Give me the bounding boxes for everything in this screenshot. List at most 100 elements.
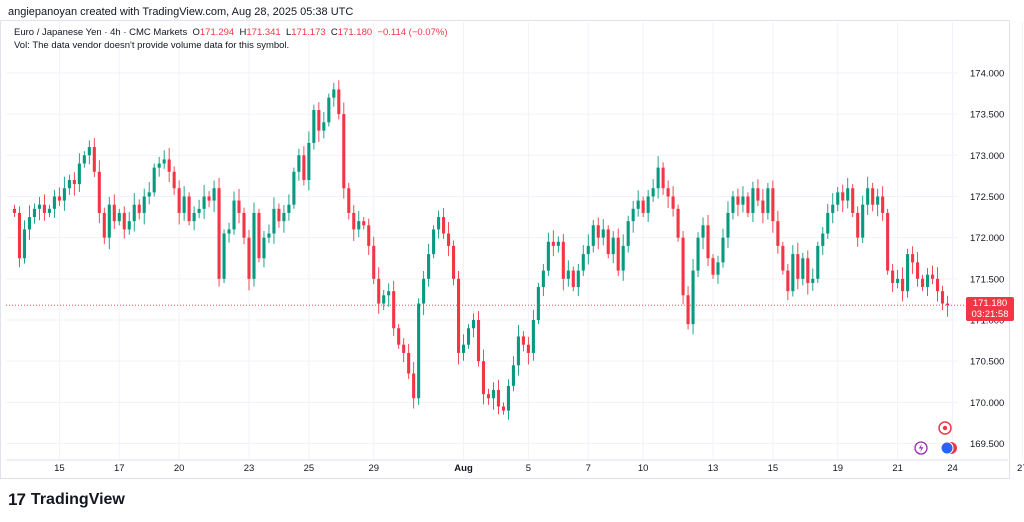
candle-body [496,390,501,407]
candle-body [935,278,940,292]
candle [646,189,650,222]
candle [222,229,226,283]
candle [177,180,181,225]
candle-body [162,159,166,164]
candle [611,231,615,264]
candle [22,220,27,264]
candle-body [137,204,141,213]
price-axis: 169.500170.000170.500171.000171.500172.0… [970,68,1004,450]
candle [536,282,540,325]
candle [466,324,471,349]
high-label: H [239,27,247,38]
candle-body [32,208,36,218]
candle-body [626,221,630,246]
candle [681,231,685,305]
candle-body [666,188,670,197]
price-tick-label: 172.500 [970,192,1004,203]
brand-name: TradingView [30,491,125,508]
candle [287,194,291,221]
price-tick-label: 172.000 [970,233,1004,244]
candle-body [237,200,241,213]
candle-body [232,200,236,230]
candle-body [866,188,870,205]
candle-body [117,212,121,222]
candle [292,167,296,209]
candle-body [352,212,356,230]
candle [402,338,406,362]
candle [836,187,840,212]
candle-body [287,204,291,213]
candle [257,208,261,263]
candle [67,174,71,195]
candle-body [846,188,850,201]
candle [831,193,835,224]
candle [711,254,715,279]
flash-icon [914,441,928,455]
candle-body [651,188,655,197]
candle [317,102,321,143]
candle-body [526,344,530,353]
close-value: 171.180 [337,27,373,38]
candle [581,245,585,276]
candle-body [481,361,486,395]
candle-body [252,212,256,279]
candle [776,210,780,254]
candle [706,215,710,267]
time-tick-label: 17 [114,463,125,474]
candle [412,362,416,409]
candle-body [721,237,725,263]
candle [387,283,391,307]
candle-body [945,303,950,306]
candle [437,210,441,239]
candle-body [541,270,545,288]
candle-body [566,270,570,279]
candle-body [97,171,101,213]
candle [911,246,915,274]
candle [896,269,900,289]
candle-body [392,291,396,329]
time-tick-label: Aug [454,463,473,474]
candle [367,218,371,255]
candle [232,191,236,235]
candle [851,184,855,218]
candle [262,231,266,268]
candle [247,229,251,291]
candle [272,197,276,244]
tradingview-logo[interactable]: 17 TradingView [8,490,125,510]
candle-body [491,390,496,399]
candle [122,206,126,239]
candle [457,271,461,365]
candle-body [192,212,196,222]
candle-body [596,225,600,238]
candle [606,225,610,259]
candle [162,150,166,169]
candle [676,204,680,242]
candle [736,188,740,217]
candle-body [631,208,635,222]
candle [841,184,845,213]
candle [282,205,286,233]
candle [486,388,491,405]
chart-frame[interactable] [0,20,1010,479]
candle-body [207,196,211,201]
candle-body [182,196,186,213]
bar-countdown: 03:21:58 [971,309,1009,321]
candle-body [442,217,446,234]
candle [422,271,426,316]
candle-body [911,254,915,263]
candle-body [147,192,151,197]
candle [791,245,795,297]
candle [127,212,131,235]
candle [42,194,46,221]
candle [751,181,755,222]
candle [476,310,481,367]
candle [771,180,775,233]
candle [337,80,341,120]
candle [871,182,875,212]
candle-body [546,241,550,271]
candle [481,349,486,405]
candle [811,268,815,291]
candle-body [267,233,271,238]
candle [417,298,421,405]
